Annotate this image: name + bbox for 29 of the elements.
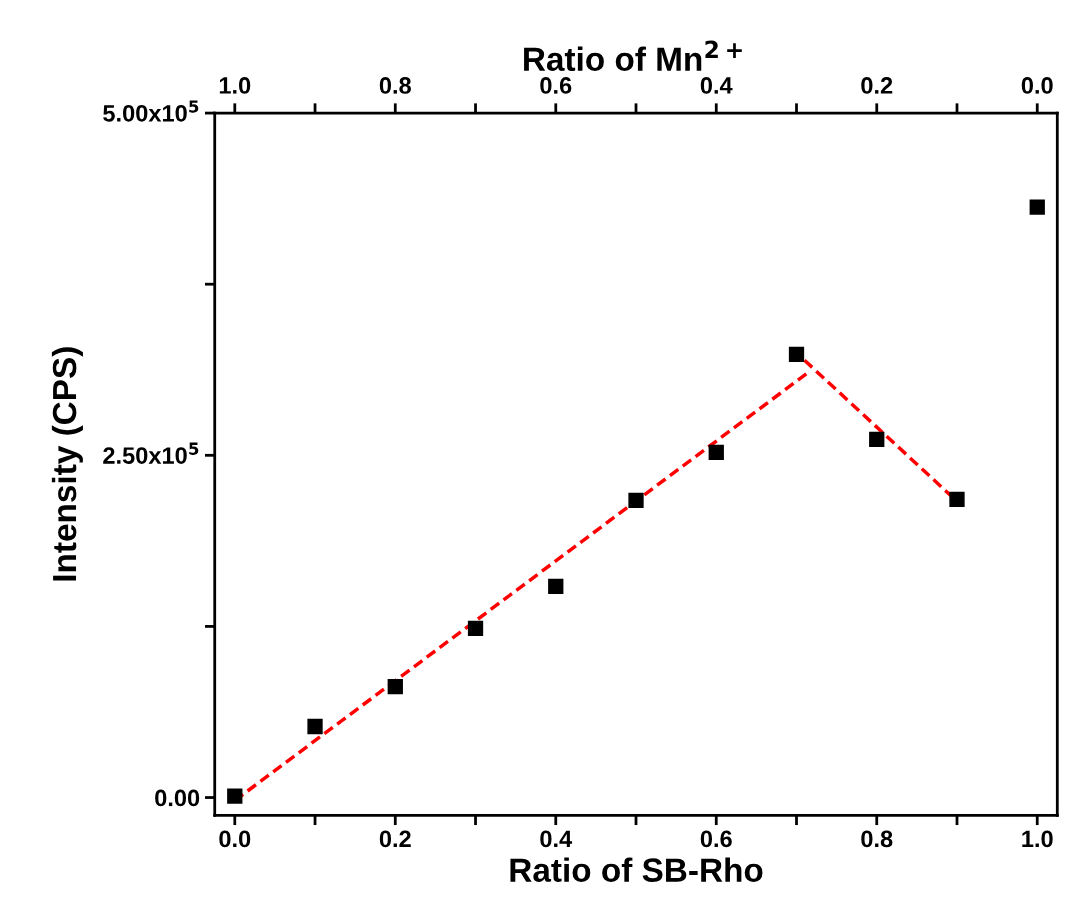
x2-tick-label: 1.0 <box>219 77 251 94</box>
point <box>708 444 724 460</box>
point <box>949 491 965 508</box>
x-tick-label: 0.0 <box>219 830 251 848</box>
point <box>788 346 805 362</box>
x-tick-label: 0.4 <box>540 830 573 848</box>
y-axis-title: Intensity (CPS) <box>51 347 83 581</box>
y-tick-label: 2.50x10$^{5}$ <box>103 442 199 464</box>
x-tick-label: 0.6 <box>700 830 732 848</box>
point <box>387 678 403 695</box>
x-tick-label: 1.0 <box>1022 830 1053 848</box>
point <box>628 492 644 508</box>
x2-tick-label: 0.8 <box>379 77 411 94</box>
point <box>1029 199 1045 215</box>
x2-tick-label: 0.2 <box>861 77 893 94</box>
point <box>467 620 484 637</box>
point <box>869 431 885 447</box>
x-axis-title: Ratio of SB-Rho <box>510 857 763 882</box>
point <box>227 788 243 804</box>
x2-tick-label: 0.4 <box>700 77 733 94</box>
x-tick-label: 0.8 <box>861 830 893 848</box>
point <box>307 718 323 735</box>
y-tick-label: 0.00 <box>155 789 200 807</box>
x-tick-label: 0.2 <box>379 830 411 848</box>
x2-tick-label: 0.0 <box>1021 77 1053 94</box>
x2-axis-title: Ratio of Mn$^{2+}$ <box>524 40 742 72</box>
point <box>548 578 564 595</box>
x2-tick-label: 0.6 <box>540 77 572 94</box>
y-tick-label: 5.00x10$^{5}$ <box>103 100 199 122</box>
